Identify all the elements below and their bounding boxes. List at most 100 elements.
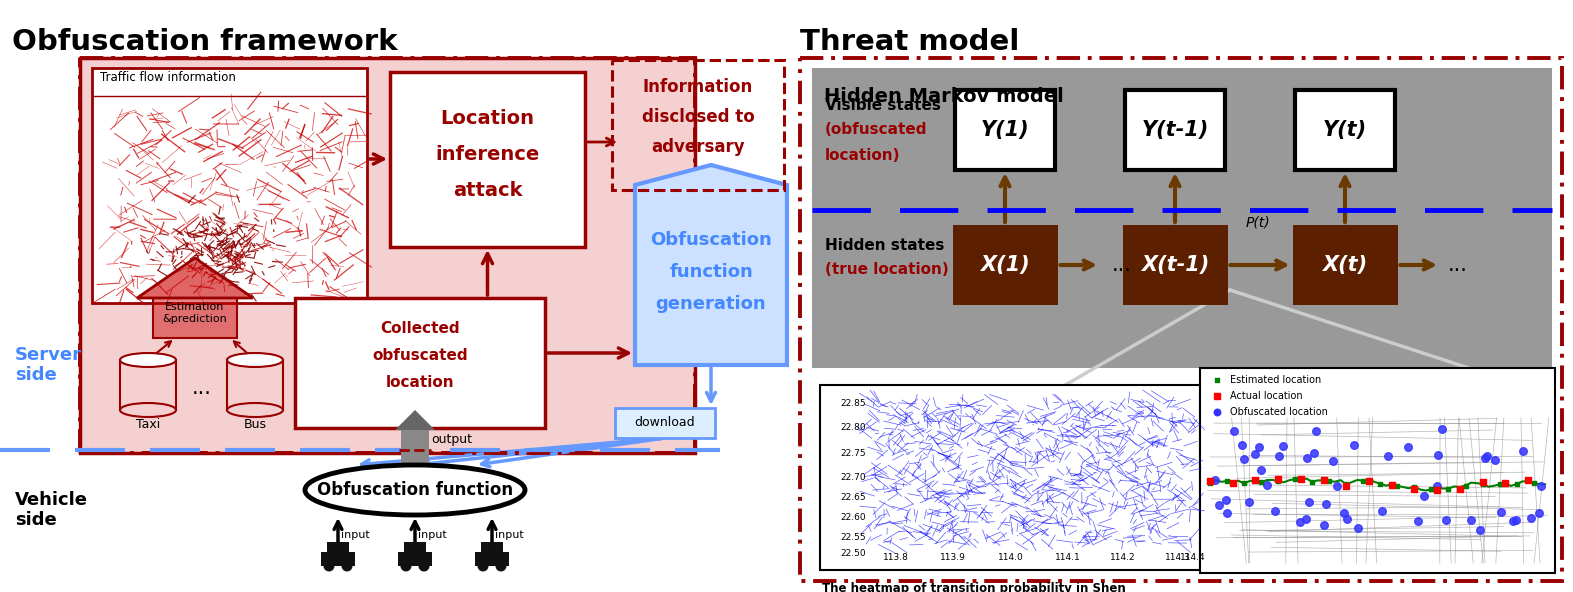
Text: ...: ...: [1112, 255, 1133, 275]
Point: [1425, 485, 1450, 494]
Point: [1324, 481, 1350, 491]
Text: Actual location: Actual location: [1230, 391, 1302, 401]
Point: [1317, 477, 1342, 486]
Text: Estimated location: Estimated location: [1230, 375, 1321, 385]
Point: [1230, 440, 1255, 450]
Point: [1529, 481, 1554, 491]
Ellipse shape: [305, 465, 525, 515]
Point: [1335, 514, 1361, 524]
Circle shape: [341, 561, 352, 571]
Text: 22.80: 22.80: [840, 423, 867, 433]
Point: [1312, 520, 1337, 529]
Text: Y(t): Y(t): [1323, 120, 1367, 140]
Text: 114.0: 114.0: [999, 553, 1024, 562]
Bar: [1200, 368, 1556, 573]
Text: Location: Location: [440, 109, 535, 128]
Bar: [327, 542, 349, 555]
Text: Bus: Bus: [244, 418, 266, 431]
Point: [1469, 478, 1494, 487]
Point: [1310, 475, 1335, 484]
Point: [1518, 513, 1543, 523]
Point: [1501, 517, 1526, 526]
Text: Obfuscation framework: Obfuscation framework: [13, 28, 398, 56]
Point: [1468, 526, 1493, 535]
Point: [1356, 477, 1381, 486]
Point: [1428, 424, 1453, 434]
Point: [1351, 476, 1376, 485]
Bar: [615, 408, 716, 438]
Text: 113.8: 113.8: [882, 553, 909, 562]
Text: Obfuscation: Obfuscation: [650, 231, 772, 249]
Point: [1334, 482, 1359, 491]
Point: [1486, 480, 1512, 489]
Point: [1375, 451, 1400, 461]
Text: ...: ...: [1449, 255, 1468, 275]
Text: (true location): (true location): [824, 262, 949, 278]
Circle shape: [478, 561, 489, 571]
Point: [1262, 506, 1287, 516]
Point: [1302, 426, 1328, 435]
Point: [1510, 446, 1535, 456]
Point: [1197, 478, 1222, 487]
Polygon shape: [137, 258, 253, 298]
Bar: [321, 552, 355, 566]
Bar: [120, 360, 176, 410]
Point: [1331, 508, 1356, 517]
Bar: [812, 68, 1553, 368]
Bar: [955, 90, 1055, 170]
Text: Obfuscation function: Obfuscation function: [316, 481, 513, 499]
Point: [1221, 427, 1246, 436]
Point: [1197, 476, 1222, 485]
Bar: [481, 542, 503, 555]
Text: adversary: adversary: [651, 138, 744, 156]
Point: [1243, 475, 1268, 485]
Circle shape: [401, 561, 412, 571]
Point: [1469, 479, 1494, 488]
Point: [1504, 516, 1529, 525]
Bar: [953, 225, 1057, 305]
Text: Visible states: Visible states: [824, 98, 941, 112]
Ellipse shape: [227, 353, 283, 367]
Text: Vehicle
side: Vehicle side: [16, 491, 88, 529]
Point: [1295, 453, 1320, 463]
Point: [1493, 478, 1518, 487]
Point: [1288, 517, 1313, 527]
Point: [1205, 375, 1230, 385]
Text: location): location): [824, 147, 900, 162]
Bar: [398, 552, 433, 566]
Point: [1342, 440, 1367, 450]
Ellipse shape: [227, 403, 283, 417]
Text: Threat model: Threat model: [801, 28, 1019, 56]
Point: [1384, 481, 1409, 491]
Point: [1527, 508, 1553, 517]
Point: [1221, 478, 1246, 488]
Point: [1419, 484, 1444, 494]
Point: [1299, 477, 1324, 487]
Text: download: download: [634, 417, 695, 430]
Point: [1249, 465, 1274, 475]
Text: X(t): X(t): [1323, 255, 1367, 275]
Point: [1504, 480, 1529, 489]
Point: [1205, 407, 1230, 417]
Point: [1474, 451, 1499, 461]
Point: [1236, 498, 1262, 507]
Text: Obfuscated location: Obfuscated location: [1230, 407, 1328, 417]
Text: location: location: [385, 375, 455, 390]
Point: [1246, 443, 1271, 452]
Text: disclosed to: disclosed to: [642, 108, 755, 126]
Point: [1411, 491, 1436, 501]
Point: [1232, 479, 1257, 488]
Bar: [153, 298, 238, 338]
Point: [1521, 478, 1546, 487]
Text: Estimation
&prediction: Estimation &prediction: [162, 302, 228, 324]
Bar: [80, 58, 695, 453]
Point: [1405, 516, 1430, 526]
Point: [1447, 484, 1472, 493]
Text: inference: inference: [436, 145, 540, 164]
Point: [1488, 507, 1513, 517]
Text: Hidden Markov model: Hidden Markov model: [824, 86, 1063, 105]
Bar: [227, 360, 283, 410]
Point: [1232, 455, 1257, 464]
Point: [1345, 523, 1370, 533]
Bar: [475, 552, 510, 566]
